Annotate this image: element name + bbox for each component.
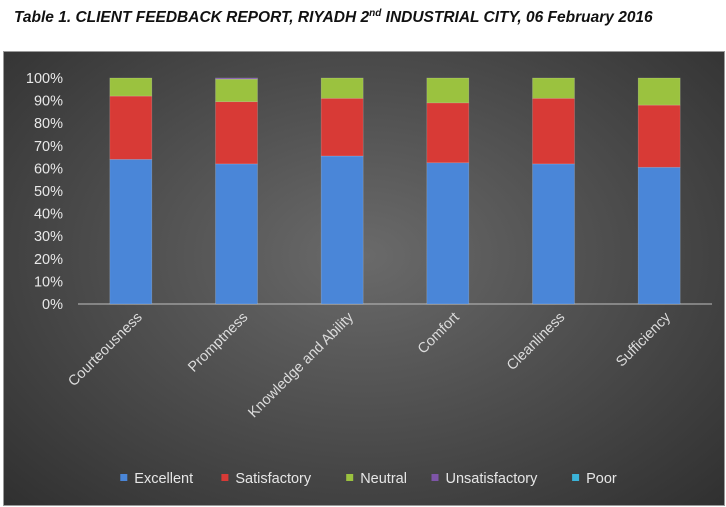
y-tick-label-60: 60% (34, 161, 63, 177)
bar-group-comfort (426, 77, 470, 305)
bar-group-promptness (215, 77, 258, 305)
bar-group-knowledge-and-ability (320, 77, 364, 305)
legend-label-satisfactory: Satisfactory (235, 471, 311, 487)
legend-swatch-excellent (120, 474, 128, 481)
category-label-knowledge-and-ability: Knowledge and Ability (245, 309, 357, 421)
category-label-comfort: Comfort (415, 310, 463, 358)
legend-swatch-poor (572, 474, 580, 481)
bar-promptness-neutral (215, 78, 258, 103)
category-label-courteousness: Courteousness (65, 310, 145, 390)
y-tick-label-20: 20% (34, 252, 63, 268)
bar-sufficiency-neutral (637, 77, 681, 106)
bar-comfort-satisfactory (426, 102, 470, 164)
legend-item-unsatisfactory: Unsatisfactory (431, 471, 539, 487)
bar-courteousness-excellent (109, 159, 153, 305)
bar-knowledge-and-ability-excellent (320, 155, 364, 305)
bar-courteousness-satisfactory (109, 95, 153, 160)
bar-group-sufficiency (637, 77, 681, 305)
legend-item-neutral: Neutral (346, 471, 407, 487)
bar-promptness-satisfactory (215, 101, 258, 165)
legend-swatch-unsatisfactory (431, 474, 439, 481)
bar-comfort-excellent (426, 162, 470, 305)
chart-title-superscript: nd (369, 8, 382, 19)
legend-item-poor: Poor (572, 471, 617, 487)
chart-title-main: Table 1. CLIENT FEEDBACK REPORT, RIYADH … (14, 9, 370, 27)
legend-label-excellent: Excellent (134, 471, 193, 487)
y-tick-label-10: 10% (34, 274, 63, 290)
y-tick-label-0: 0% (42, 297, 63, 313)
bar-comfort-neutral (426, 77, 470, 104)
category-label-cleanliness: Cleanliness (504, 310, 568, 374)
legend-item-excellent: Excellent (120, 471, 193, 487)
bar-knowledge-and-ability-neutral (320, 77, 364, 99)
bar-sufficiency-excellent (637, 166, 681, 305)
bar-knowledge-and-ability-satisfactory (320, 98, 364, 157)
legend-label-unsatisfactory: Unsatisfactory (446, 471, 539, 487)
bar-courteousness-neutral (109, 77, 153, 97)
y-axis: 0% 10% 20% 30% 40% 50% 60% 70% 80% 90% 100% (26, 71, 63, 313)
bar-promptness-excellent (215, 163, 258, 305)
y-tick-label-70: 70% (34, 139, 63, 155)
y-tick-label-40: 40% (34, 207, 63, 223)
y-tick-label-30: 30% (34, 229, 63, 245)
bar-promptness-unsatisfactory (215, 77, 258, 80)
y-tick-label-50: 50% (34, 184, 63, 200)
bar-group-cleanliness (532, 77, 575, 305)
bars (109, 77, 681, 305)
y-tick-label-90: 90% (34, 94, 63, 110)
y-tick-label-80: 80% (34, 116, 63, 132)
bar-group-courteousness (109, 77, 153, 305)
chart-title-rest: INDUSTRIAL CITY, 06 February 2016 (381, 9, 653, 27)
category-label-sufficiency: Sufficiency (613, 309, 674, 370)
bar-cleanliness-satisfactory (532, 98, 575, 165)
legend-swatch-satisfactory (221, 474, 229, 481)
bar-sufficiency-satisfactory (637, 104, 681, 168)
legend: Excellent Satisfactory Neutral Unsatisfacto… (120, 471, 617, 487)
chart-title: Table 1. CLIENT FEEDBACK REPORT, RIYADH … (14, 8, 714, 27)
legend-label-poor: Poor (586, 471, 617, 487)
legend-item-satisfactory: Satisfactory (221, 471, 312, 487)
y-tick-label-100: 100% (26, 71, 63, 87)
bar-cleanliness-excellent (532, 163, 575, 305)
legend-swatch-neutral (346, 474, 354, 481)
category-label-promptness: Promptness (185, 310, 251, 376)
bar-cleanliness-neutral (532, 77, 575, 99)
legend-label-neutral: Neutral (360, 471, 407, 487)
